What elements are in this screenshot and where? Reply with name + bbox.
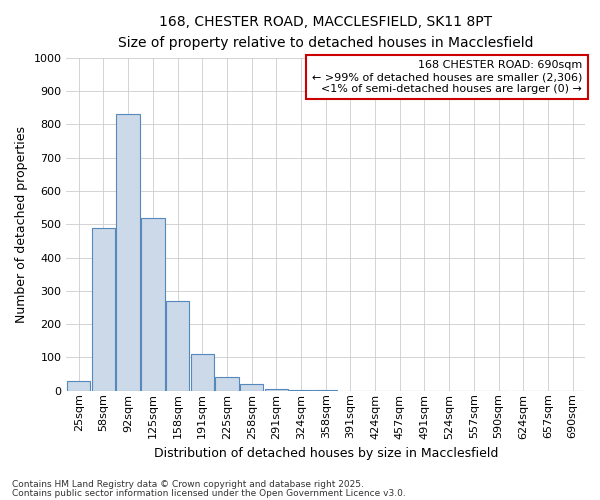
- X-axis label: Distribution of detached houses by size in Macclesfield: Distribution of detached houses by size …: [154, 447, 498, 460]
- Bar: [92, 228, 115, 391]
- Bar: [116, 114, 140, 391]
- Bar: [166, 301, 189, 391]
- Text: Contains HM Land Registry data © Crown copyright and database right 2025.: Contains HM Land Registry data © Crown c…: [12, 480, 364, 489]
- Bar: [191, 354, 214, 391]
- Text: Contains public sector information licensed under the Open Government Licence v3: Contains public sector information licen…: [12, 488, 406, 498]
- Bar: [265, 389, 288, 391]
- Bar: [67, 381, 91, 391]
- Bar: [289, 390, 313, 391]
- Text: 168 CHESTER ROAD: 690sqm
← >99% of detached houses are smaller (2,306)
<1% of se: 168 CHESTER ROAD: 690sqm ← >99% of detac…: [312, 60, 582, 94]
- Title: 168, CHESTER ROAD, MACCLESFIELD, SK11 8PT
Size of property relative to detached : 168, CHESTER ROAD, MACCLESFIELD, SK11 8P…: [118, 15, 533, 50]
- Bar: [215, 378, 239, 391]
- Bar: [240, 384, 263, 391]
- Y-axis label: Number of detached properties: Number of detached properties: [15, 126, 28, 322]
- Bar: [141, 218, 164, 391]
